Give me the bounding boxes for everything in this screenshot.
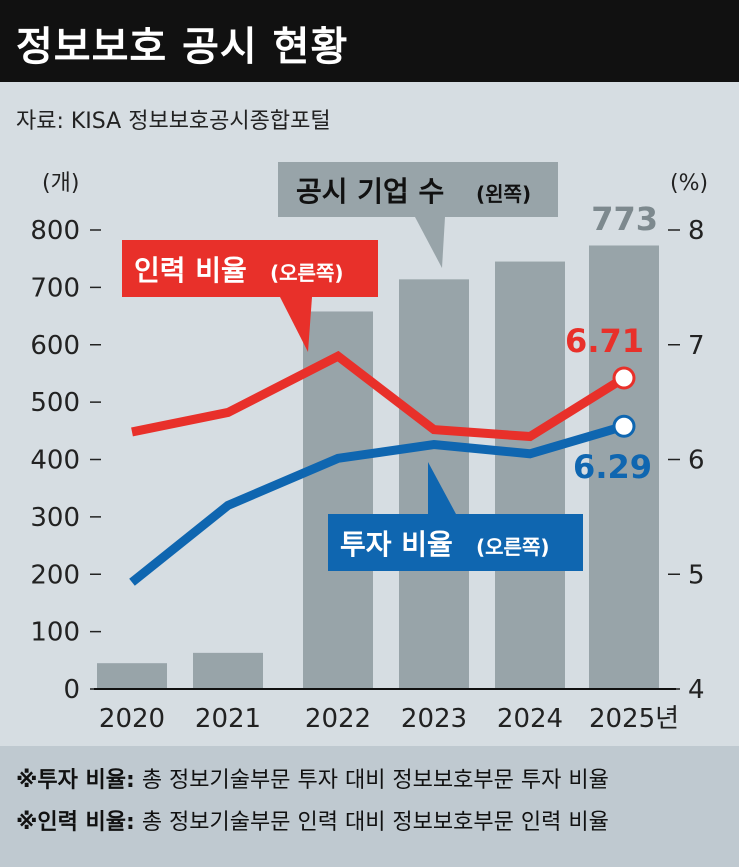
left-tick-label: 700 bbox=[30, 273, 80, 303]
bar-series-side: (왼쪽) bbox=[476, 182, 531, 206]
x-tick-label: 2022 bbox=[305, 704, 371, 734]
left-tick-label: 500 bbox=[30, 388, 80, 418]
line-investment bbox=[129, 421, 626, 586]
left-tick-label: 100 bbox=[30, 618, 80, 648]
bar-series-label: 공시 기업 수 bbox=[296, 175, 444, 208]
right-tick-label: 5 bbox=[688, 560, 705, 590]
red-series-callout: 인력 비율 (오른쪽) bbox=[122, 240, 378, 352]
note-investment-text: 총 정보기술부문 투자 대비 정보보호부문 투자 비율 bbox=[141, 768, 609, 793]
left-axis: 800 700 600 500 400 300 200 100 0 bbox=[30, 216, 101, 705]
blue-series-side: (오른쪽) bbox=[476, 535, 549, 559]
lines-group bbox=[129, 350, 636, 586]
right-tick-label: 8 bbox=[688, 216, 705, 246]
left-axis-unit: (개) bbox=[42, 171, 79, 196]
left-tick-label: 300 bbox=[30, 503, 80, 533]
x-tick-label: 2025년 bbox=[589, 704, 679, 734]
footer-notes: ※투자 비율: 총 정보기술부문 투자 대비 정보보호부문 투자 비율 ※인력 … bbox=[0, 746, 739, 867]
bar-2024 bbox=[495, 261, 565, 689]
bar-2021 bbox=[193, 652, 263, 689]
bars-group bbox=[97, 245, 659, 689]
bar-last-value-label: 773 bbox=[591, 200, 658, 238]
right-tick-label: 7 bbox=[688, 331, 705, 361]
bar-2020 bbox=[97, 663, 167, 689]
x-tick-label: 2020 bbox=[99, 704, 165, 734]
x-tick-label: 2024 bbox=[497, 704, 563, 734]
right-axis: 8 7 6 5 4 bbox=[668, 216, 705, 705]
left-tick-label: 0 bbox=[63, 675, 80, 705]
red-last-value-label: 6.71 bbox=[565, 322, 644, 360]
note-investment: ※투자 비율: 총 정보기술부문 투자 대비 정보보호부문 투자 비율 bbox=[16, 762, 609, 794]
note-personnel-text: 총 정보기술부문 인력 대비 정보보호부문 인력 비율 bbox=[141, 810, 609, 835]
line-personnel bbox=[131, 350, 627, 442]
page-title: 정보보호 공시 현황 bbox=[16, 24, 349, 70]
left-tick-label: 400 bbox=[30, 446, 80, 476]
note-investment-term: ※투자 비율: bbox=[16, 768, 135, 793]
left-tick-label: 600 bbox=[30, 331, 80, 361]
note-personnel: ※인력 비율: 총 정보기술부문 인력 대비 정보보호부문 인력 비율 bbox=[16, 804, 609, 836]
line-end-marker bbox=[612, 366, 636, 390]
red-series-side: (오른쪽) bbox=[270, 261, 343, 285]
line-end-marker bbox=[612, 414, 636, 438]
right-axis-unit: (%) bbox=[670, 171, 708, 196]
red-series-label: 인력 비율 bbox=[134, 254, 247, 287]
x-tick-label: 2023 bbox=[401, 704, 467, 734]
bar-2025 bbox=[589, 245, 659, 689]
source-note: 자료: KISA 정보보호공시종합포털 bbox=[16, 109, 331, 134]
right-tick-label: 4 bbox=[688, 675, 705, 705]
bar-series-callout: 공시 기업 수 (왼쪽) bbox=[278, 162, 558, 268]
right-tick-label: 6 bbox=[688, 446, 705, 476]
left-tick-label: 200 bbox=[30, 560, 80, 590]
x-tick-label: 2021 bbox=[195, 704, 261, 734]
left-tick-label: 800 bbox=[30, 216, 80, 246]
title-bar: 정보보호 공시 현황 bbox=[0, 0, 739, 82]
blue-last-value-label: 6.29 bbox=[573, 448, 652, 486]
note-personnel-term: ※인력 비율: bbox=[16, 810, 135, 835]
blue-series-callout: 투자 비율 (오른쪽) bbox=[328, 462, 583, 571]
blue-series-label: 투자 비율 bbox=[340, 528, 453, 561]
x-axis: 2020 2021 2022 2023 2024 2025년 bbox=[94, 688, 679, 734]
